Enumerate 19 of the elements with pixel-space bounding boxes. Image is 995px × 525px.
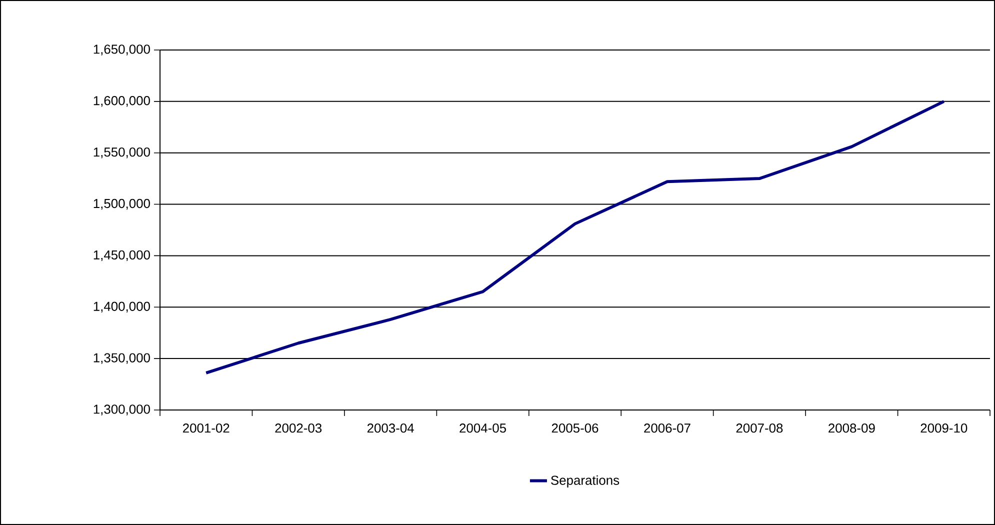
- x-tick-label: 2009-10: [920, 424, 968, 433]
- y-tick-label: 1,600,000: [94, 96, 150, 107]
- x-tick-label: 2007-08: [736, 424, 783, 433]
- y-tick-label: 1,450,000: [94, 250, 150, 262]
- x-tick-label: 2008-09: [828, 424, 875, 433]
- x-tick-label: 2004-05: [460, 424, 506, 433]
- y-tick-label: 1,400,000: [94, 302, 150, 312]
- x-tick-label: 2003-04: [367, 424, 414, 433]
- y-tick-label: 1,300,000: [94, 404, 150, 416]
- x-tick-label: 2002-03: [275, 424, 322, 433]
- y-tick-label: 1,550,000: [94, 147, 150, 158]
- line-series: [204, 100, 946, 374]
- y-tick-label: 1,500,000: [94, 198, 150, 210]
- y-tick-label: 1,650,000: [94, 44, 150, 56]
- legend-label: Separations: [551, 475, 620, 488]
- x-tick-label: 2006-07: [644, 424, 690, 433]
- y-tick-label: 1,350,000: [94, 353, 150, 364]
- x-tick-label: 2005-06: [552, 424, 598, 433]
- x-tick-label: 2001-02: [183, 424, 230, 433]
